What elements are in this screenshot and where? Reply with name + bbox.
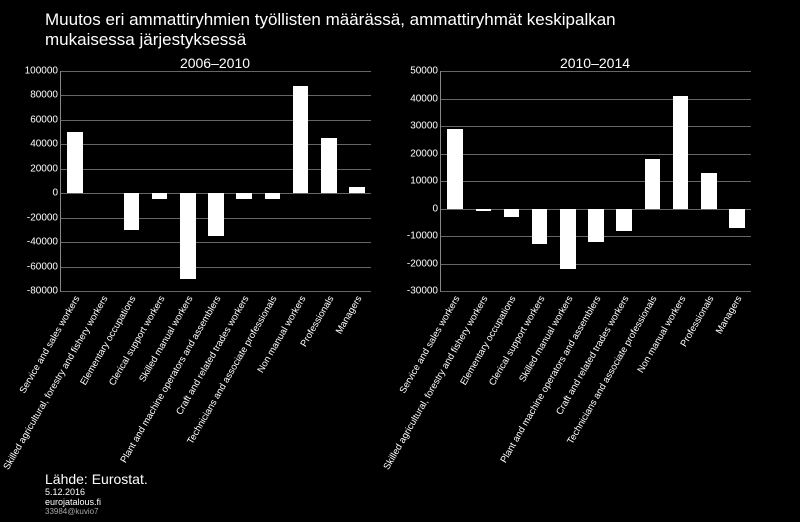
gridline [61, 291, 371, 292]
bar [265, 193, 281, 199]
charts-row: 2006–2010-80000-60000-40000-200000200004… [0, 55, 760, 292]
source-label: Lähde: Eurostat. [45, 471, 148, 487]
y-axis-label: 10000 [410, 176, 441, 187]
bar-slot [61, 71, 89, 291]
y-axis-label: -20000 [27, 212, 61, 223]
bar-slot [497, 71, 525, 291]
bar [616, 209, 632, 231]
y-axis-label: 30000 [410, 121, 441, 132]
y-axis-label: 40000 [30, 139, 61, 150]
chart-subtitle: 2006–2010 [60, 55, 370, 71]
bar-slot [146, 71, 174, 291]
bar [180, 193, 196, 279]
code-label: 33984@kuvio7 [45, 507, 148, 516]
y-axis-label: 0 [52, 188, 61, 199]
footer: Lähde: Eurostat. 5.12.2016 eurojatalous.… [45, 471, 148, 516]
bar [560, 209, 576, 270]
gridline [441, 291, 751, 292]
y-axis-label: 20000 [410, 148, 441, 159]
x-axis-label: Managers [334, 294, 365, 336]
y-axis-label: -60000 [27, 261, 61, 272]
bar-slot [526, 71, 554, 291]
bar-slot [117, 71, 145, 291]
bar [447, 129, 463, 209]
bar-slot [469, 71, 497, 291]
chart-panel: 2006–2010-80000-60000-40000-200000200004… [0, 55, 380, 292]
bar [673, 96, 689, 209]
bar [476, 209, 492, 212]
bar-slot [554, 71, 582, 291]
bars-group [61, 71, 371, 291]
bar [208, 193, 224, 236]
bars-group [441, 71, 751, 291]
bar [645, 159, 661, 209]
y-axis-label: -80000 [27, 286, 61, 297]
chart-title: Muutos eri ammattiryhmien työllisten mää… [0, 0, 800, 51]
bar [67, 132, 83, 193]
bar [532, 209, 548, 245]
y-axis-label: 60000 [30, 114, 61, 125]
plot-area: -30000-20000-100000100002000030000400005… [440, 71, 751, 292]
bar-slot [638, 71, 666, 291]
bar-slot [202, 71, 230, 291]
bar-slot [89, 71, 117, 291]
chart-subtitle: 2010–2014 [440, 55, 750, 71]
bar [729, 209, 745, 228]
bar-slot [610, 71, 638, 291]
bar-slot [315, 71, 343, 291]
bar-slot [258, 71, 286, 291]
y-axis-label: -40000 [27, 237, 61, 248]
bar-slot [723, 71, 751, 291]
bar-slot [695, 71, 723, 291]
bar-slot [441, 71, 469, 291]
bar [293, 86, 309, 194]
chart-panel: 2010–2014-30000-20000-100000100002000030… [380, 55, 760, 292]
plot-area: -80000-60000-40000-200000200004000060000… [60, 71, 371, 292]
bar-slot [582, 71, 610, 291]
y-axis-label: 80000 [30, 90, 61, 101]
bar [349, 187, 365, 193]
y-axis-label: 20000 [30, 163, 61, 174]
bar [701, 173, 717, 209]
y-axis-label: 50000 [410, 66, 441, 77]
y-axis-label: 100000 [25, 66, 61, 77]
bar [236, 193, 252, 199]
bar [321, 138, 337, 193]
bar-slot [174, 71, 202, 291]
y-axis-label: 0 [432, 203, 441, 214]
y-axis-label: -10000 [407, 231, 441, 242]
y-axis-label: -30000 [407, 286, 441, 297]
x-axis-label: Managers [714, 294, 745, 336]
bar-slot [287, 71, 315, 291]
site-label: eurojatalous.fi [45, 497, 148, 507]
y-axis-label: -20000 [407, 258, 441, 269]
date-label: 5.12.2016 [45, 487, 148, 497]
bar-slot [230, 71, 258, 291]
bar [504, 209, 520, 217]
bar [588, 209, 604, 242]
bar [152, 193, 168, 199]
bar [124, 193, 140, 230]
bar-slot [667, 71, 695, 291]
bar-slot [343, 71, 371, 291]
y-axis-label: 40000 [410, 93, 441, 104]
